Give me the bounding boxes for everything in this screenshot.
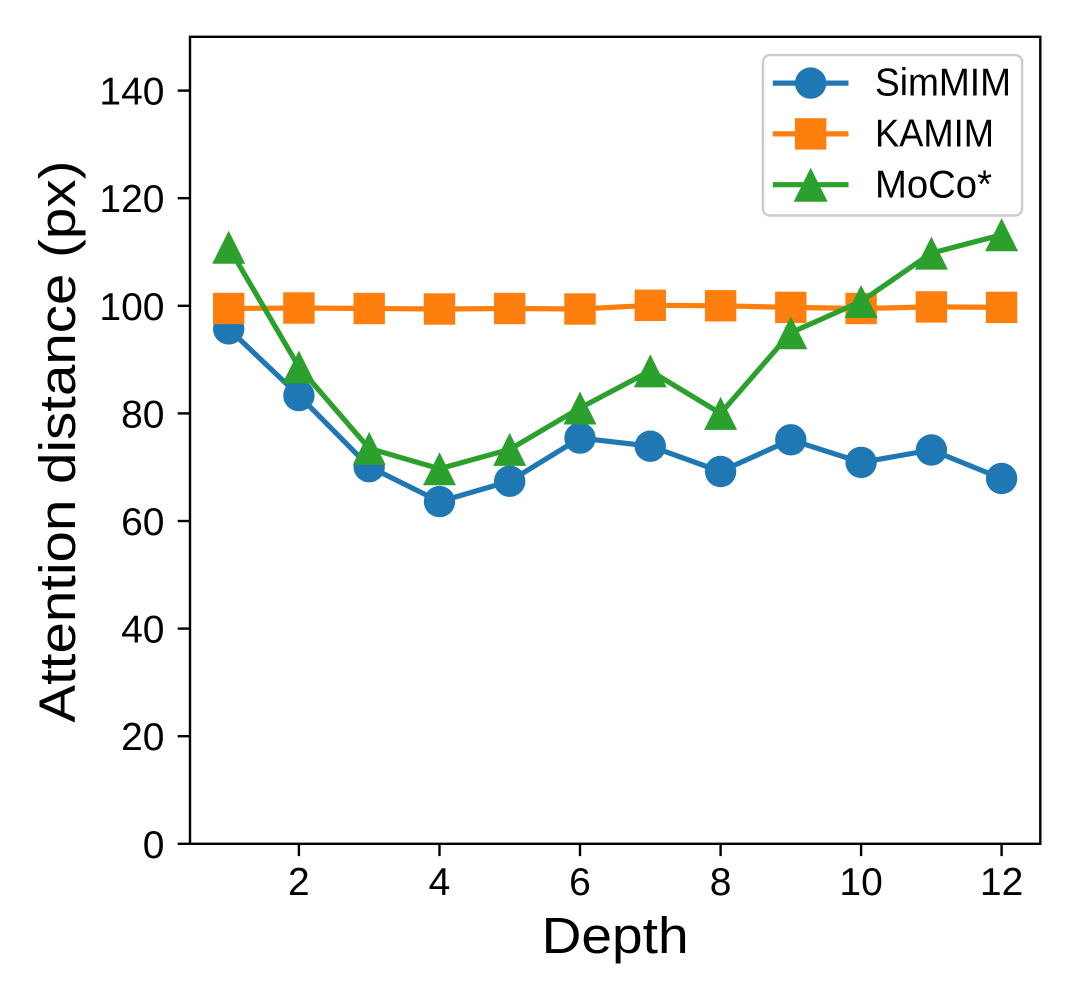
svg-text:12: 12	[980, 861, 1023, 904]
svg-text:2: 2	[288, 861, 310, 904]
svg-text:40: 40	[121, 609, 164, 652]
svg-text:MoCo*: MoCo*	[875, 163, 992, 206]
svg-text:10: 10	[839, 861, 882, 904]
svg-text:20: 20	[121, 716, 164, 759]
svg-text:0: 0	[143, 824, 165, 867]
svg-text:4: 4	[429, 861, 451, 904]
svg-text:KAMIM: KAMIM	[875, 113, 994, 156]
svg-text:140: 140	[99, 71, 164, 114]
svg-text:8: 8	[710, 861, 732, 904]
svg-text:Depth: Depth	[542, 907, 689, 964]
svg-text:SimMIM: SimMIM	[875, 62, 1011, 105]
svg-text:6: 6	[569, 861, 591, 904]
svg-text:120: 120	[99, 178, 164, 221]
svg-text:100: 100	[99, 286, 164, 329]
svg-text:80: 80	[121, 393, 164, 436]
svg-text:Attention distance (px): Attention distance (px)	[29, 161, 86, 723]
svg-text:60: 60	[121, 501, 164, 544]
